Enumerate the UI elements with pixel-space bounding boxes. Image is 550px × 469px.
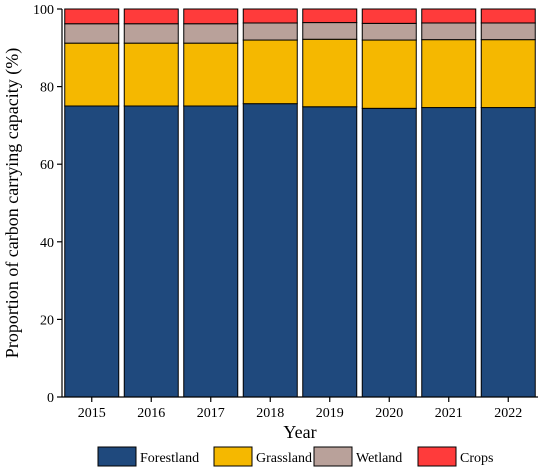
legend-label-crops: Crops [460, 451, 493, 466]
bar-wetland-2021 [421, 22, 477, 41]
bar-crops-2015 [64, 8, 120, 25]
bar-wetland-2017 [183, 23, 239, 44]
legend: Forestland Grassland Wetland Crops [97, 446, 493, 467]
x-tick-label-2015: 2015 [78, 406, 106, 421]
bar-forestland-2017 [183, 105, 239, 398]
bar-wetland-2019 [302, 22, 358, 40]
bar-crops-2017 [183, 8, 239, 25]
bar-crops-2019 [302, 8, 358, 24]
bar-wetland-2020 [361, 22, 417, 41]
bar-crops-2022 [480, 8, 536, 24]
bar-grassland-2022 [480, 39, 536, 109]
bar-crops-2018 [242, 8, 298, 24]
bar-grassland-2019 [302, 38, 358, 108]
y-tick-label-0: 0 [47, 391, 54, 406]
bar-forestland-2015 [64, 105, 120, 398]
bar-forestland-2016 [123, 105, 179, 398]
y-axis-title: Proportion of carbon carrying capacity (… [2, 48, 23, 358]
x-tick-label-2017: 2017 [197, 406, 225, 421]
bar-grassland-2020 [361, 39, 417, 109]
legend-swatch-grassland [213, 446, 253, 467]
bar-forestland-2019 [302, 106, 358, 398]
x-tick-label-2019: 2019 [316, 406, 344, 421]
legend-label-wetland: Wetland [356, 451, 402, 466]
x-tick-label-2018: 2018 [256, 406, 284, 421]
legend-swatch-wetland [313, 446, 353, 467]
y-tick-label-60: 60 [40, 158, 54, 173]
bar-wetland-2015 [64, 23, 120, 44]
bar-wetland-2018 [242, 22, 298, 41]
bar-crops-2021 [421, 8, 477, 24]
legend-label-forestland: Forestland [140, 451, 199, 466]
bar-crops-2020 [361, 8, 417, 24]
x-tick-label-2016: 2016 [137, 406, 165, 421]
legend-swatch-crops [417, 446, 457, 467]
bar-grassland-2018 [242, 39, 298, 105]
y-tick-label-100: 100 [33, 3, 54, 18]
bar-grassland-2016 [123, 42, 179, 107]
bar-forestland-2020 [361, 107, 417, 398]
bar-grassland-2017 [183, 42, 239, 107]
y-tick-label-20: 20 [40, 313, 54, 328]
bar-grassland-2015 [64, 42, 120, 107]
bar-crops-2016 [123, 8, 179, 25]
bars-group [64, 8, 536, 398]
y-tick-label-40: 40 [40, 236, 54, 251]
bar-forestland-2021 [421, 107, 477, 398]
bar-forestland-2018 [242, 103, 298, 398]
legend-label-grassland: Grassland [256, 451, 312, 466]
legend-swatch-forestland [97, 446, 137, 467]
bar-forestland-2022 [480, 107, 536, 398]
bar-grassland-2021 [421, 39, 477, 109]
x-tick-label-2020: 2020 [375, 406, 403, 421]
x-tick-label-2021: 2021 [435, 406, 463, 421]
x-axis-title: Year [283, 422, 316, 442]
bar-wetland-2022 [480, 22, 536, 41]
bar-wetland-2016 [123, 23, 179, 44]
y-tick-label-80: 80 [40, 81, 54, 96]
axes-group: 0 20 40 60 80 100 2015 2016 2017 2018 2019 2020 2021… [33, 3, 538, 421]
x-tick-label-2022: 2022 [494, 406, 522, 421]
